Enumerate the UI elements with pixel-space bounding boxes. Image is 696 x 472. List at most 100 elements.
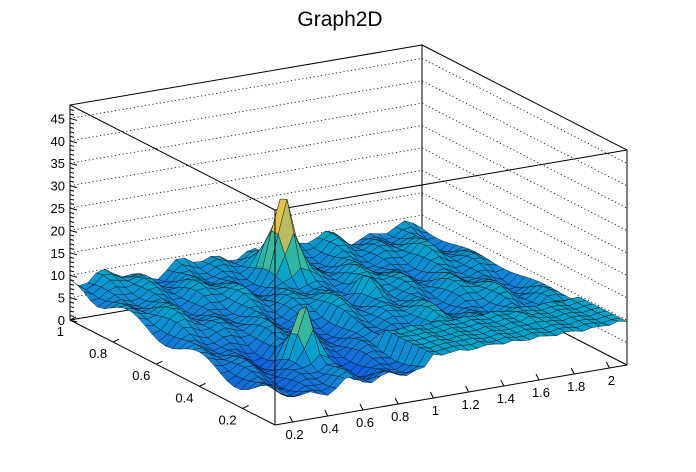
y-tick	[69, 316, 77, 321]
z-minor-tick	[69, 265, 75, 268]
y-tick-label: 0.2	[219, 412, 237, 427]
x-tick	[324, 409, 329, 417]
z-minor-tick	[69, 279, 75, 282]
top-edge-right	[274, 149, 628, 211]
z-minor-tick	[69, 198, 75, 201]
y-axis-line	[69, 319, 276, 426]
z-tick	[69, 319, 78, 323]
z-minor-tick	[69, 301, 75, 304]
z-minor-tick	[69, 234, 75, 237]
z-minor-tick	[69, 153, 75, 156]
y-tick	[156, 360, 163, 365]
x-tick-label: 1.4	[497, 391, 515, 406]
z-minor-tick	[69, 158, 75, 161]
z-minor-tick	[69, 243, 75, 246]
x-tick	[429, 391, 434, 399]
z-tick-label: 35	[51, 156, 65, 171]
z-minor-tick	[69, 306, 75, 309]
z-gridline	[69, 80, 628, 187]
z-tick	[69, 229, 78, 233]
z-minor-tick	[69, 220, 75, 223]
z-tick	[69, 252, 78, 256]
x-tick	[359, 403, 364, 411]
y-tick-label: 0.8	[89, 346, 107, 361]
z-tick	[69, 162, 78, 166]
x-axis-line	[274, 364, 628, 426]
x-tick-label: 1.6	[532, 385, 550, 400]
z-minor-tick	[69, 194, 75, 197]
z-minor-tick	[69, 283, 75, 286]
x-tick-label: 0.2	[286, 427, 304, 442]
x-tick-label: 1	[432, 403, 439, 418]
z-tick	[69, 117, 78, 121]
z-tick	[69, 274, 78, 278]
z-minor-tick	[69, 212, 75, 214]
z-minor-tick	[69, 176, 75, 179]
z-tick-label: 25	[51, 201, 65, 216]
z-tick	[69, 297, 78, 301]
x-tick-label: 0.8	[391, 409, 409, 424]
x-tick-label: 1.8	[567, 379, 585, 394]
x-tick-label: 1.2	[462, 397, 480, 412]
z-minor-tick	[69, 171, 75, 174]
z-tick-label: 10	[51, 268, 65, 283]
z-minor-tick	[69, 189, 75, 192]
z-minor-tick	[69, 225, 75, 228]
z-minor-tick	[69, 122, 75, 125]
z-tick	[69, 140, 78, 144]
x-tick	[465, 385, 470, 393]
surface-cell	[268, 383, 284, 391]
z-tick	[69, 185, 78, 189]
z-minor-tick	[69, 131, 75, 134]
z-minor-tick	[69, 247, 75, 250]
z-tick-label: 20	[51, 223, 65, 238]
y-tick	[199, 382, 206, 387]
surface-mesh	[69, 198, 628, 397]
z-tick-label: 40	[51, 134, 65, 149]
z-minor-tick	[69, 135, 75, 138]
z-minor-tick	[69, 108, 75, 111]
z-tick-label: 45	[51, 111, 65, 126]
x-tick-label: 2	[608, 373, 615, 388]
z-minor-tick	[69, 126, 75, 129]
y-tick	[112, 338, 120, 343]
z-minor-tick	[69, 238, 75, 241]
z-minor-tick	[69, 292, 75, 295]
z-minor-tick	[69, 149, 75, 152]
z-tick-label: 30	[51, 179, 65, 194]
x-tick	[289, 415, 294, 423]
y-tick-label: 0.4	[175, 390, 193, 405]
z-gridline	[69, 102, 628, 209]
z-gridline	[69, 125, 628, 231]
z-minor-tick	[69, 256, 75, 259]
front-frame	[69, 210, 628, 426]
z-minor-tick	[69, 216, 75, 219]
y-tick-label: 0.6	[132, 368, 150, 383]
x-tick	[394, 397, 399, 405]
x-tick	[570, 367, 575, 375]
z-tick	[69, 207, 78, 211]
z-minor-tick	[69, 144, 75, 147]
x-tick	[500, 379, 505, 387]
x-tick-label: 0.4	[321, 421, 339, 436]
z-minor-tick	[69, 315, 75, 318]
z-minor-tick	[69, 261, 75, 264]
axis-ticks: 0 5 10 15 20 25 30 35 40 45 1 0.8 0.6 0.4 0.2 0.2 0.4 0.6…	[51, 108, 615, 442]
x-tick	[535, 373, 540, 381]
y-tick-label: 1	[57, 324, 64, 339]
z-minor-tick	[69, 113, 75, 116]
z-tick-label: 15	[51, 246, 65, 261]
chart-title: Graph2D	[297, 8, 382, 31]
z-minor-tick	[69, 288, 75, 291]
top-edge-left	[69, 104, 276, 211]
z-tick-label: 0	[58, 313, 65, 328]
z-minor-tick	[69, 203, 75, 206]
z-minor-tick	[69, 310, 75, 313]
z-minor-tick	[69, 167, 75, 170]
y-tick	[242, 404, 249, 409]
z-minor-tick	[69, 270, 75, 273]
x-tick	[605, 361, 610, 369]
x-tick-label: 0.6	[356, 415, 374, 430]
